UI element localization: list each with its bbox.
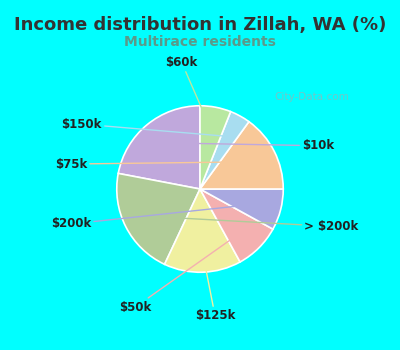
Wedge shape [200, 189, 283, 229]
Wedge shape [200, 112, 249, 189]
Text: $125k: $125k [195, 252, 235, 322]
Wedge shape [118, 106, 200, 189]
Wedge shape [117, 173, 200, 264]
Text: $150k: $150k [62, 118, 226, 136]
Text: $200k: $200k [51, 204, 255, 230]
Text: $75k: $75k [55, 158, 251, 170]
Wedge shape [200, 189, 273, 262]
Wedge shape [200, 106, 231, 189]
Text: $50k: $50k [119, 233, 240, 314]
Wedge shape [164, 189, 240, 272]
Text: Multirace residents: Multirace residents [124, 35, 276, 49]
Text: City-Data.com: City-Data.com [275, 92, 349, 103]
Text: $60k: $60k [166, 56, 210, 128]
Text: Income distribution in Zillah, WA (%): Income distribution in Zillah, WA (%) [14, 16, 386, 34]
Text: > $200k: > $200k [149, 216, 359, 233]
Wedge shape [200, 122, 283, 189]
Text: $10k: $10k [164, 139, 334, 152]
